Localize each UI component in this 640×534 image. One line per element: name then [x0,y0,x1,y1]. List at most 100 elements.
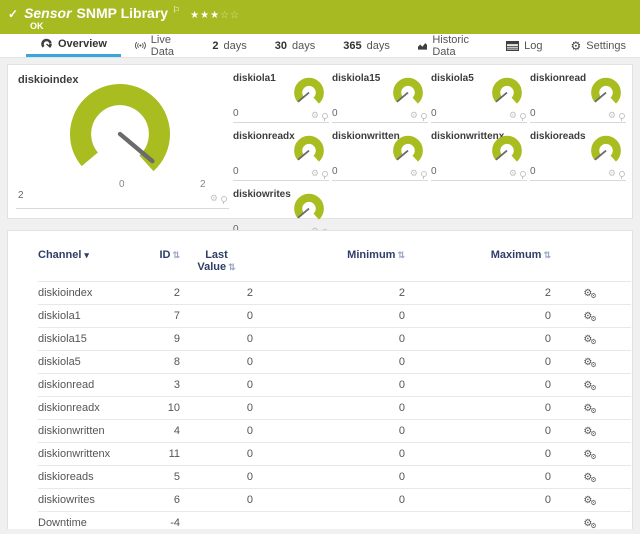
pin-icon[interactable] [221,196,227,202]
gear-icon: ⚙ [590,431,596,438]
gauge-icon [40,38,53,50]
column-header-last-value[interactable]: Last Value⇅ [180,247,253,282]
tab-live-data[interactable]: Live Data [121,34,198,57]
channel-settings-icon[interactable]: ⚙⚙ [583,402,598,414]
gear-icon[interactable]: ⚙ [509,169,517,178]
tab-365-days[interactable]: 365 days [329,34,404,57]
channel-maximum: 0 [405,374,551,397]
channel-table-panel: Channel▾ ID⇅ Last Value⇅ Minimum⇅ Maximu… [7,230,633,529]
gauge-label: diskiowrites [233,189,291,200]
tab-30-days[interactable]: 30 days [261,34,330,57]
sort-icon[interactable]: ⇅ [228,262,236,272]
channel-settings-icon[interactable]: ⚙⚙ [583,356,598,368]
gear-icon[interactable]: ⚙ [311,169,319,178]
gear-icon[interactable]: ⚙ [410,111,418,120]
gear-icon: ⚙ [590,408,596,415]
gear-icon[interactable]: ⚙ [210,194,218,203]
channel-minimum: 0 [253,466,405,489]
pin-icon[interactable] [322,113,328,119]
tab-label: Log [524,40,542,52]
column-header-channel[interactable]: Channel▾ [38,247,150,282]
pin-icon[interactable] [520,113,526,119]
table-row: diskiowrites 6 0 0 0 ⚙⚙ [38,489,631,512]
channel-settings-icon[interactable]: ⚙⚙ [583,379,598,391]
gauge-panel-diskionwrittenx: diskionwrittenx 0 ⚙ [431,129,527,181]
column-label: ID [159,249,170,261]
gauge-panel-diskiola15: diskiola15 0 ⚙ [332,71,428,123]
channel-last-value: 0 [180,466,253,489]
small-gauges-grid: diskiola1 0 ⚙ diskiola15 0 ⚙ diskiola5 0 [233,71,633,245]
gear-icon[interactable]: ⚙ [410,169,418,178]
channel-id: 9 [150,328,180,351]
tab-bar: Overview Live Data 2 days 30 days 365 da… [0,34,640,58]
gear-icon: ⚙ [590,500,596,507]
channel-minimum: 0 [253,489,405,512]
pin-icon[interactable] [421,171,427,177]
small-gauge [390,135,426,168]
page-title: SNMP Library [77,5,169,21]
small-gauge [291,193,327,226]
tab-overview[interactable]: Overview [26,34,121,57]
gear-icon[interactable]: ⚙ [509,111,517,120]
gauge-current-value: 0 [233,108,239,119]
small-gauge [489,77,525,110]
pin-icon[interactable] [322,171,328,177]
gear-icon: ⚙ [590,454,596,461]
tab-2-days[interactable]: 2 days [198,34,260,57]
gauge-panel-diskiola1: diskiola1 0 ⚙ [233,71,329,123]
sort-desc-icon[interactable]: ▾ [84,250,89,260]
channel-settings-icon[interactable]: ⚙⚙ [583,333,598,345]
stars-filled[interactable]: ★★★ [190,10,220,21]
channel-minimum: 0 [253,305,405,328]
tab-historic-data[interactable]: Historic Data [404,34,492,57]
stars-empty[interactable]: ☆☆ [220,10,240,21]
gear-icon[interactable]: ⚙ [311,111,319,120]
table-row: Downtime -4 ⚙⚙ [38,512,631,534]
sort-icon[interactable]: ⇅ [172,250,180,260]
channel-id: 6 [150,489,180,512]
sort-icon[interactable]: ⇅ [543,250,551,260]
main-gauge [62,84,178,184]
column-header-minimum[interactable]: Minimum⇅ [253,247,405,282]
channel-table: Channel▾ ID⇅ Last Value⇅ Minimum⇅ Maximu… [38,247,631,534]
gear-icon[interactable]: ⚙ [608,111,616,120]
priority-stars[interactable]: ★★★☆☆ [190,10,240,21]
table-row: diskiola15 9 0 0 0 ⚙⚙ [38,328,631,351]
channel-settings-icon[interactable]: ⚙⚙ [583,471,598,483]
channel-settings-icon[interactable]: ⚙⚙ [583,425,598,437]
tab-label: Live Data [151,34,185,58]
tab-log[interactable]: Log [492,34,556,57]
channel-name: diskiola5 [38,351,150,374]
channel-settings-icon[interactable]: ⚙⚙ [583,517,598,529]
gear-icon: ⚙ [590,477,596,484]
gear-icon[interactable]: ⚙ [608,169,616,178]
tab-settings[interactable]: ⚙ Settings [556,34,640,57]
channel-settings-icon[interactable]: ⚙⚙ [583,287,598,299]
flag-icon[interactable]: ⚐ [172,5,180,16]
gauge-current-value: 0 [530,108,536,119]
channel-minimum: 0 [253,328,405,351]
column-label: Last Value [197,249,227,273]
sort-icon[interactable]: ⇅ [397,250,405,260]
column-header-id[interactable]: ID⇅ [150,247,180,282]
channel-id: 4 [150,420,180,443]
pin-icon[interactable] [619,171,625,177]
ok-check-icon: ✓ [8,7,18,21]
channel-last-value: 0 [180,443,253,466]
channel-name: diskiowrites [38,489,150,512]
channel-settings-icon[interactable]: ⚙⚙ [583,310,598,322]
status-badge: OK [30,21,44,31]
gauge-label: diskiola5 [431,73,474,84]
gauge-panel-diskionwritten: diskionwritten 0 ⚙ [332,129,428,181]
pin-icon[interactable] [619,113,625,119]
small-gauge [588,77,624,110]
gauge-label: diskiola15 [332,73,380,84]
gauge-current-value: 0 [332,166,338,177]
gauge-current-value: 0 [332,108,338,119]
pin-icon[interactable] [421,113,427,119]
channel-settings-icon[interactable]: ⚙⚙ [583,448,598,460]
column-header-maximum[interactable]: Maximum⇅ [405,247,551,282]
channel-settings-icon[interactable]: ⚙⚙ [583,494,598,506]
pin-icon[interactable] [520,171,526,177]
gauge-panel-diskiola5: diskiola5 0 ⚙ [431,71,527,123]
